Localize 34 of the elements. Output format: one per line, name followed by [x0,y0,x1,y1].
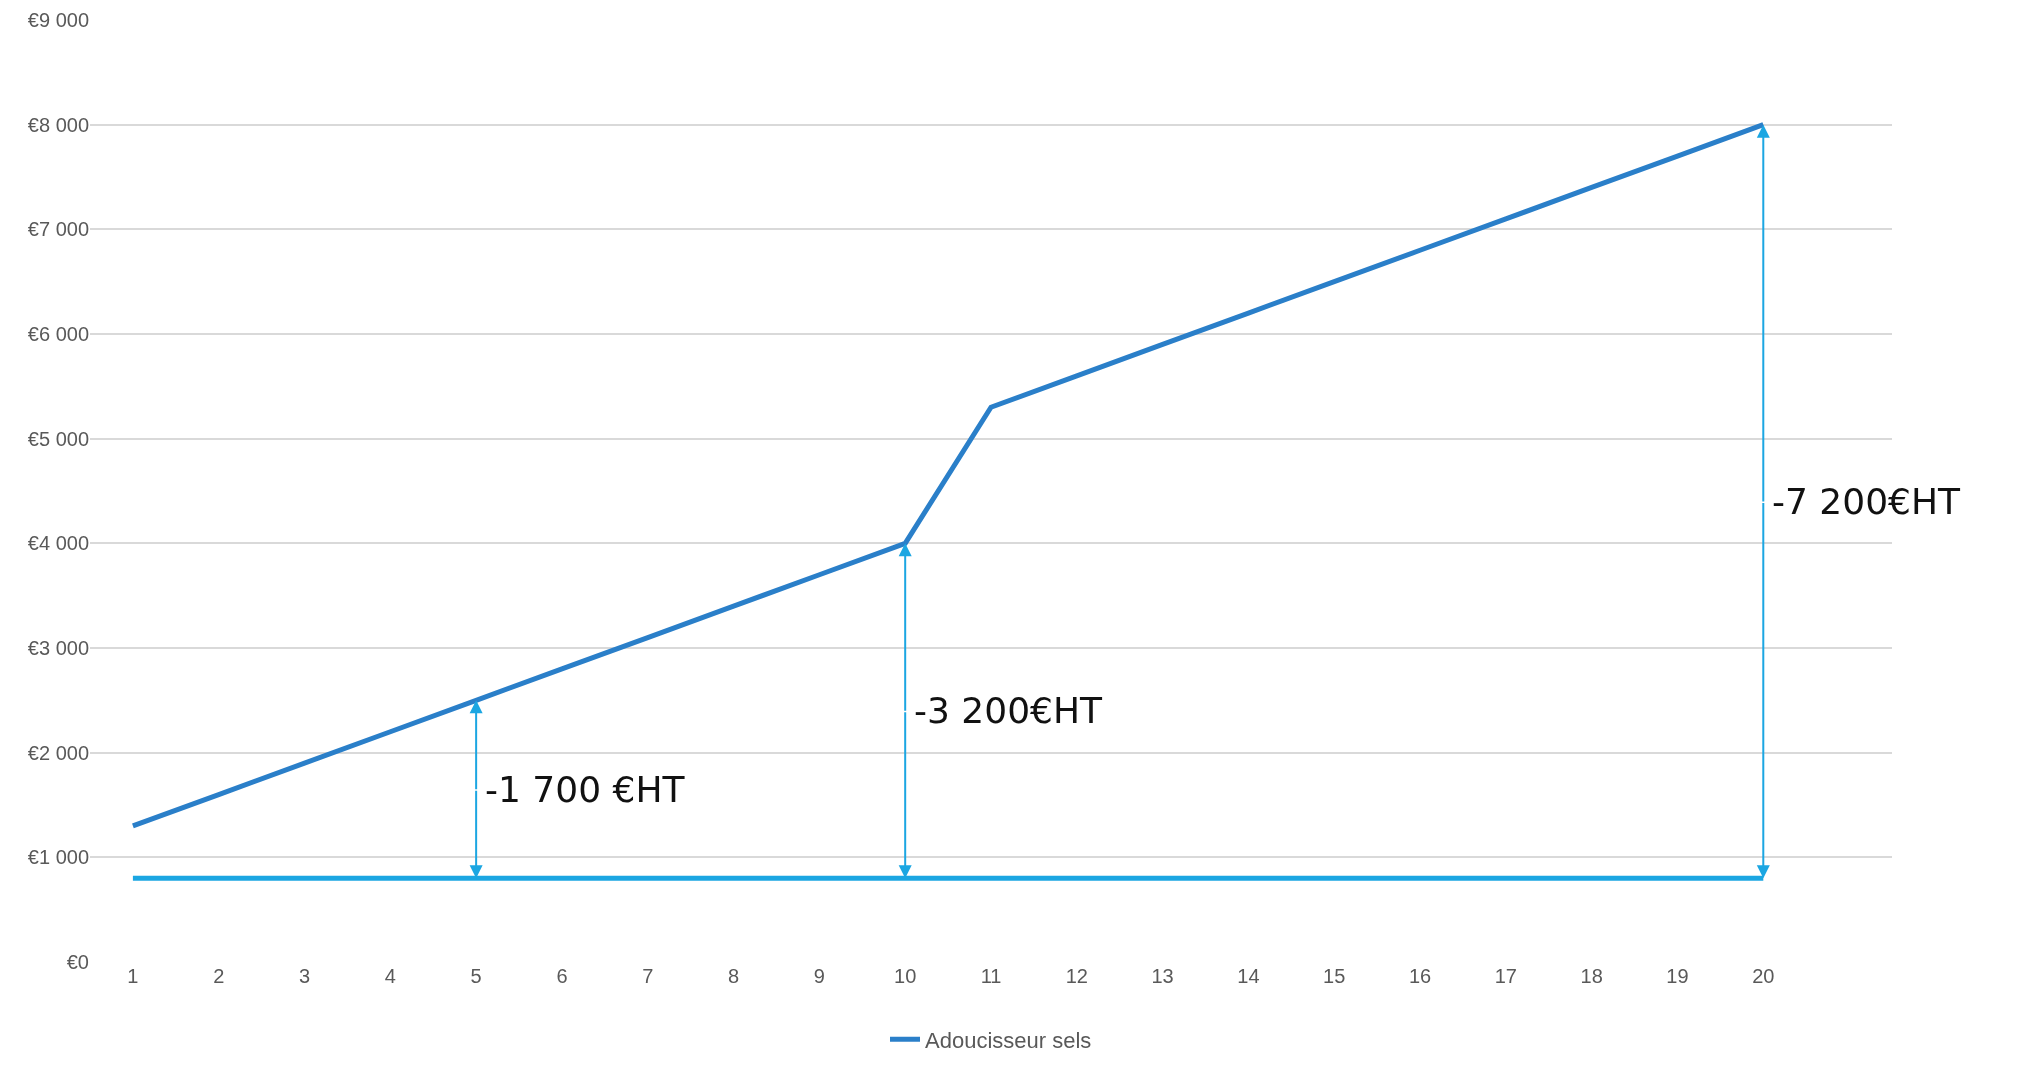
x-tick-label: 16 [1408,965,1432,987]
legend-label: Adoucisseur sels [925,1027,1092,1053]
annotation: -3 200€HT [914,690,1104,731]
x-tick-label: 5 [470,965,482,987]
x-tick-label: 7 [642,965,654,987]
x-tick-label: 2 [213,965,225,987]
annotation: -1 700 €HT [485,769,686,810]
y-tick-label: €7 000 [27,218,89,241]
y-tick-label: €6 000 [27,323,89,345]
y-tick-label: €5 000 [27,427,89,450]
x-tick-label: 15 [1323,965,1346,987]
x-tick-label: 19 [1666,965,1689,987]
y-tick-label: €8 000 [27,113,89,136]
x-tick-label: 6 [556,965,568,987]
x-tick-label: 4 [384,965,396,987]
y-tick-label: €4 000 [27,532,89,555]
y-tick-label: €1 000 [27,846,89,869]
x-tick-label: 17 [1494,965,1517,987]
x-tick-label: 1 [127,965,139,987]
y-tick-label: €0 [66,951,89,973]
y-tick-label: €3 000 [27,637,89,659]
x-tick-label: 14 [1237,965,1260,987]
x-tick-label: 3 [298,965,311,987]
x-tick-label: 12 [1065,965,1088,987]
annotation: -7 200€HT [1772,481,1962,522]
x-tick-label: 18 [1580,965,1603,987]
x-tick-label: 13 [1151,965,1174,987]
x-tick-label: 20 [1752,965,1775,987]
y-tick-label: €2 000 [27,741,89,764]
x-tick-label: 11 [980,965,1002,987]
x-tick-label: 8 [728,965,740,987]
x-tick-label: 9 [813,965,825,987]
x-tick-label: 10 [894,965,917,987]
y-tick-label: €9 000 [27,9,89,31]
